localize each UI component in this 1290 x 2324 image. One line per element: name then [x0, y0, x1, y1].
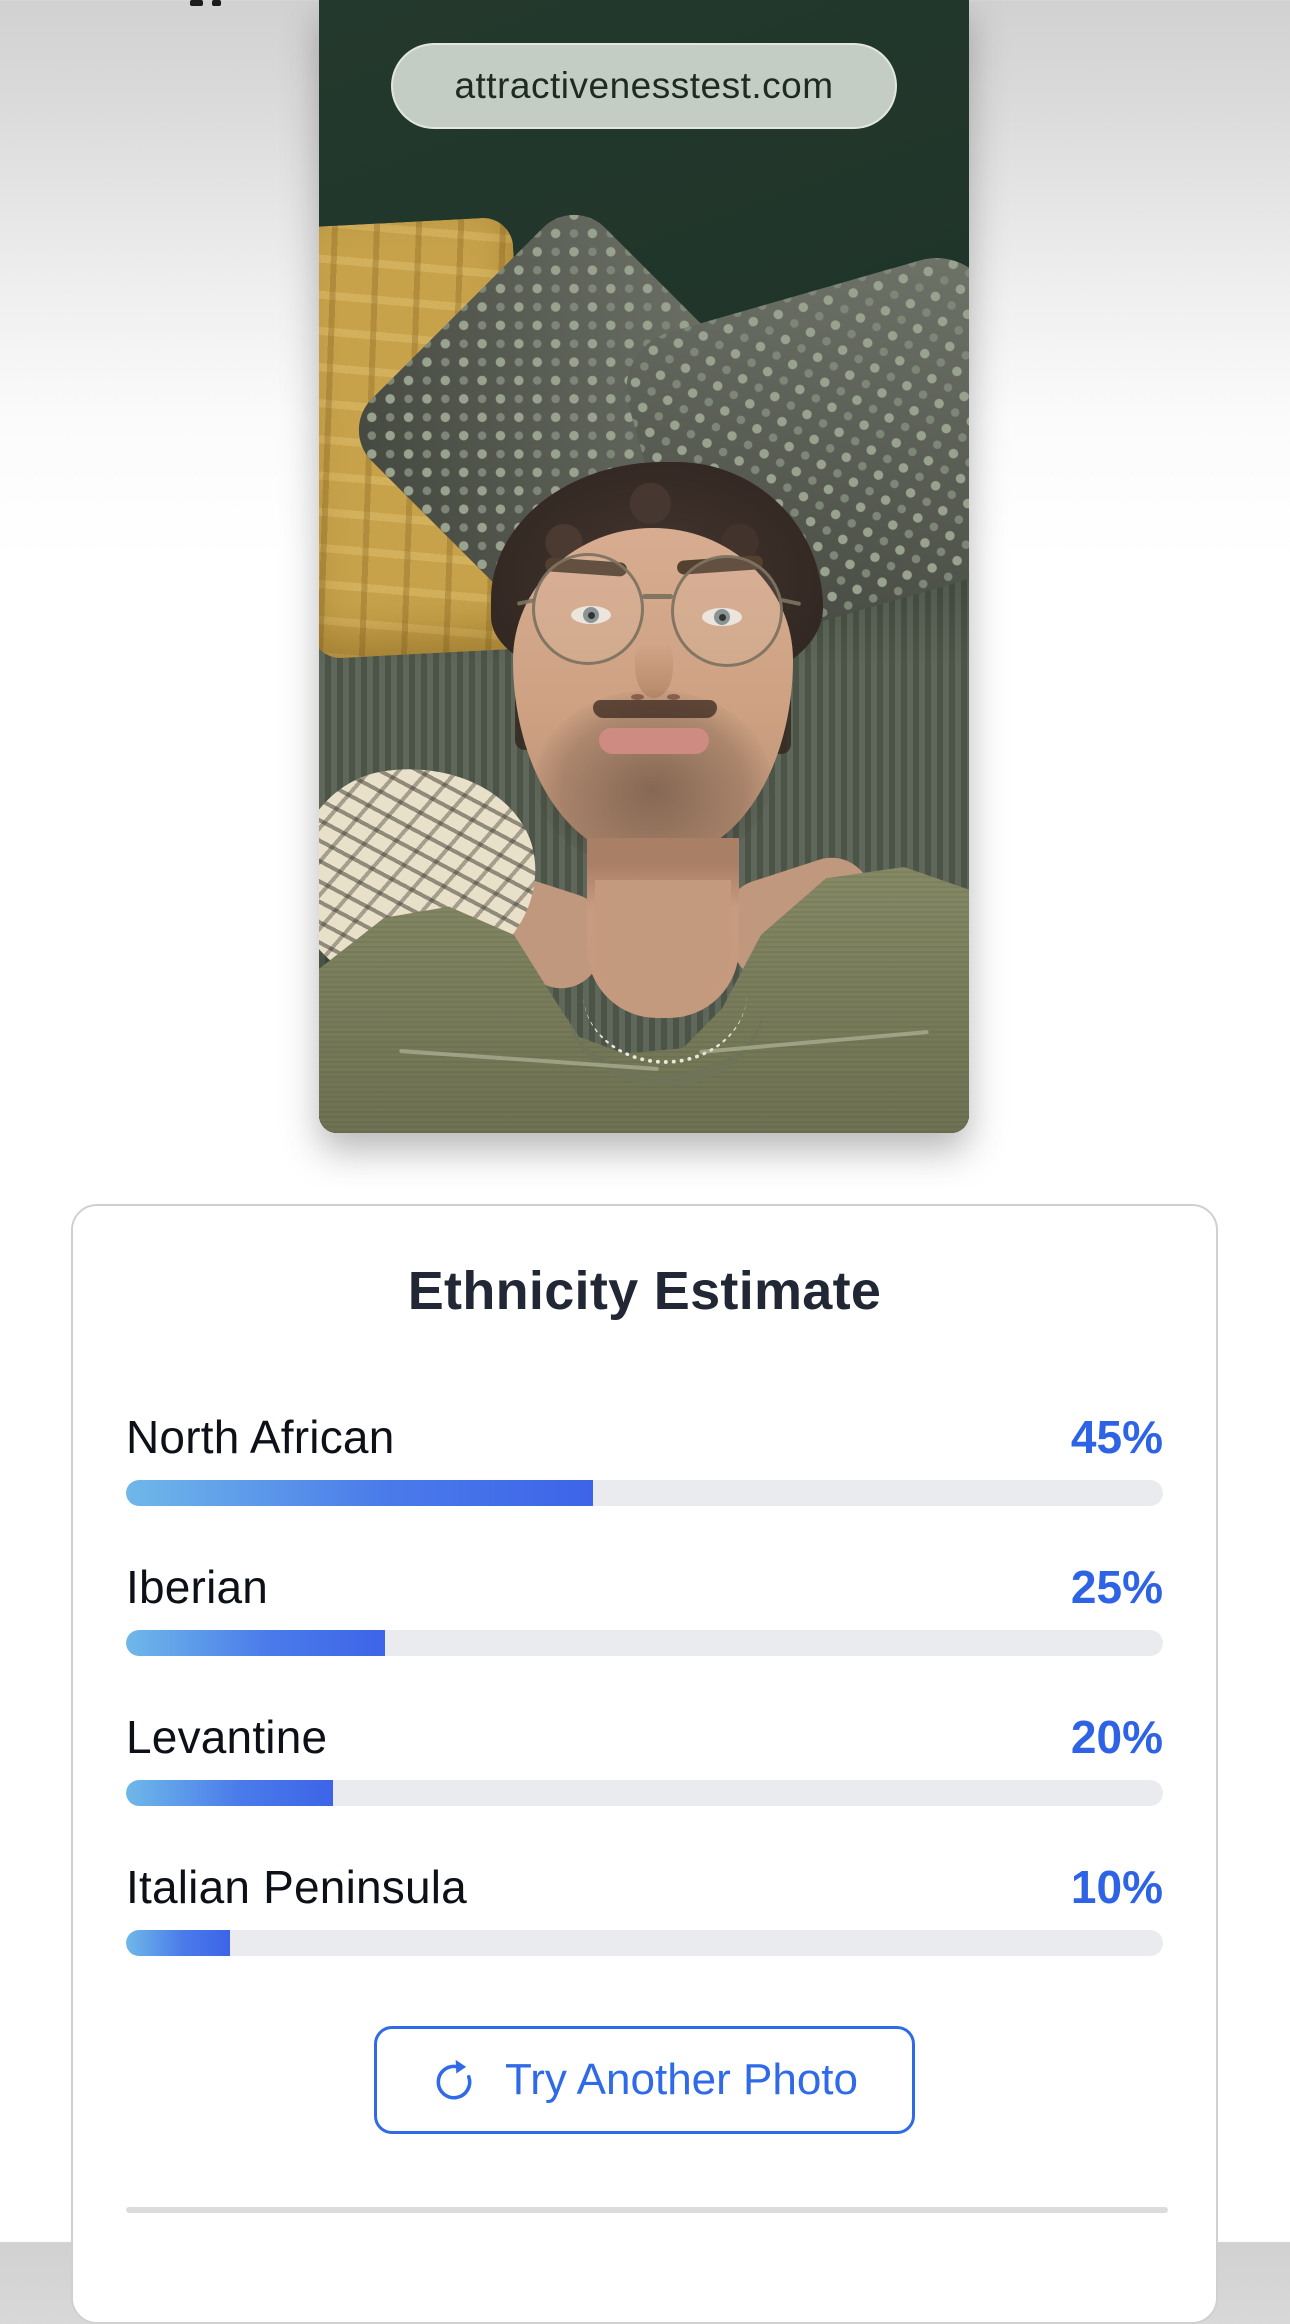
ethnicity-label: Italian Peninsula	[126, 1861, 467, 1913]
watermark-badge: attractivenesstest.com	[391, 43, 897, 129]
progress-track	[126, 1630, 1163, 1656]
ethnicity-row: Iberian 25%	[126, 1560, 1163, 1656]
photo-lips	[599, 728, 709, 754]
ethnicity-row: Levantine 20%	[126, 1710, 1163, 1806]
try-another-photo-button[interactable]: Try Another Photo	[373, 2026, 915, 2134]
progress-track	[126, 1930, 1163, 1956]
ethnicity-percent: 25%	[1070, 1561, 1163, 1613]
try-another-photo-label: Try Another Photo	[504, 2055, 858, 2104]
photo-glasses-lens	[671, 555, 783, 667]
results-card: Ethnicity Estimate North African 45% Ibe…	[71, 1204, 1218, 2324]
ethnicity-label: Levantine	[126, 1711, 328, 1763]
photo-nose	[635, 636, 673, 698]
clipped-text-fragment	[190, 0, 203, 6]
progress-track	[126, 1480, 1163, 1506]
progress-fill	[126, 1930, 230, 1956]
photo-nostril	[667, 694, 680, 700]
clipped-text-fragment	[212, 0, 221, 6]
photo-necklace	[583, 922, 747, 1064]
progress-track	[126, 1780, 1163, 1806]
ethnicity-label: North African	[126, 1411, 395, 1463]
uploaded-photo: attractivenesstest.com	[319, 0, 969, 1133]
photo-nostril	[631, 694, 644, 700]
ethnicity-label: Iberian	[126, 1561, 269, 1613]
photo-glasses-bridge	[642, 594, 673, 599]
refresh-icon	[431, 2057, 477, 2103]
card-title: Ethnicity Estimate	[407, 1261, 882, 1321]
ethnicity-row: Italian Peninsula 10%	[126, 1860, 1163, 1956]
ethnicity-percent: 10%	[1070, 1861, 1163, 1913]
photo-mustache	[593, 700, 717, 718]
ethnicity-percent: 20%	[1070, 1711, 1163, 1763]
section-divider	[126, 2207, 1168, 2213]
progress-fill	[126, 1780, 334, 1806]
progress-fill	[126, 1630, 386, 1656]
photo-glasses-lens	[532, 553, 644, 665]
ethnicity-percent: 45%	[1070, 1411, 1163, 1463]
ethnicity-row: North African 45%	[126, 1410, 1163, 1506]
card-body: North African 45% Iberian 25% Levantine …	[73, 1410, 1216, 2213]
progress-fill	[126, 1480, 593, 1506]
